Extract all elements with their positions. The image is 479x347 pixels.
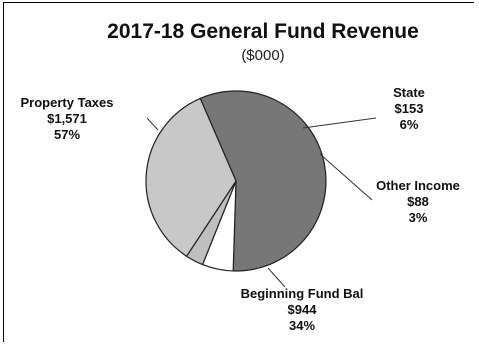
- percent-other-income: 3%: [409, 210, 428, 225]
- leader-property-taxes: [146, 117, 159, 131]
- percent-beginning-fund-bal: 34%: [289, 318, 315, 333]
- slice-property-taxes: [199, 90, 327, 272]
- slice-beginning-fund-bal: [145, 97, 237, 258]
- value-beginning-fund-bal: $944: [288, 302, 318, 317]
- pie-slices: [145, 90, 327, 272]
- chart-title: 2017-18 General Fund Revenue: [107, 20, 419, 43]
- value-other-income: $88: [407, 194, 429, 209]
- leader-beginning-fund-bal: [267, 267, 286, 288]
- leader-state: [302, 117, 377, 129]
- label-beginning-fund-bal: Beginning Fund Bal: [241, 286, 364, 301]
- chart-subtitle: ($000): [241, 47, 284, 64]
- label-state: State: [393, 85, 425, 100]
- label-other-income: Other Income: [376, 178, 460, 193]
- leader-lines: [146, 117, 377, 288]
- percent-state: 6%: [400, 117, 419, 132]
- value-property-taxes: $1,571: [47, 111, 87, 126]
- value-state: $153: [395, 101, 424, 116]
- leader-other-income: [319, 153, 373, 201]
- percent-property-taxes: 57%: [54, 127, 80, 142]
- label-property-taxes: Property Taxes: [21, 95, 114, 110]
